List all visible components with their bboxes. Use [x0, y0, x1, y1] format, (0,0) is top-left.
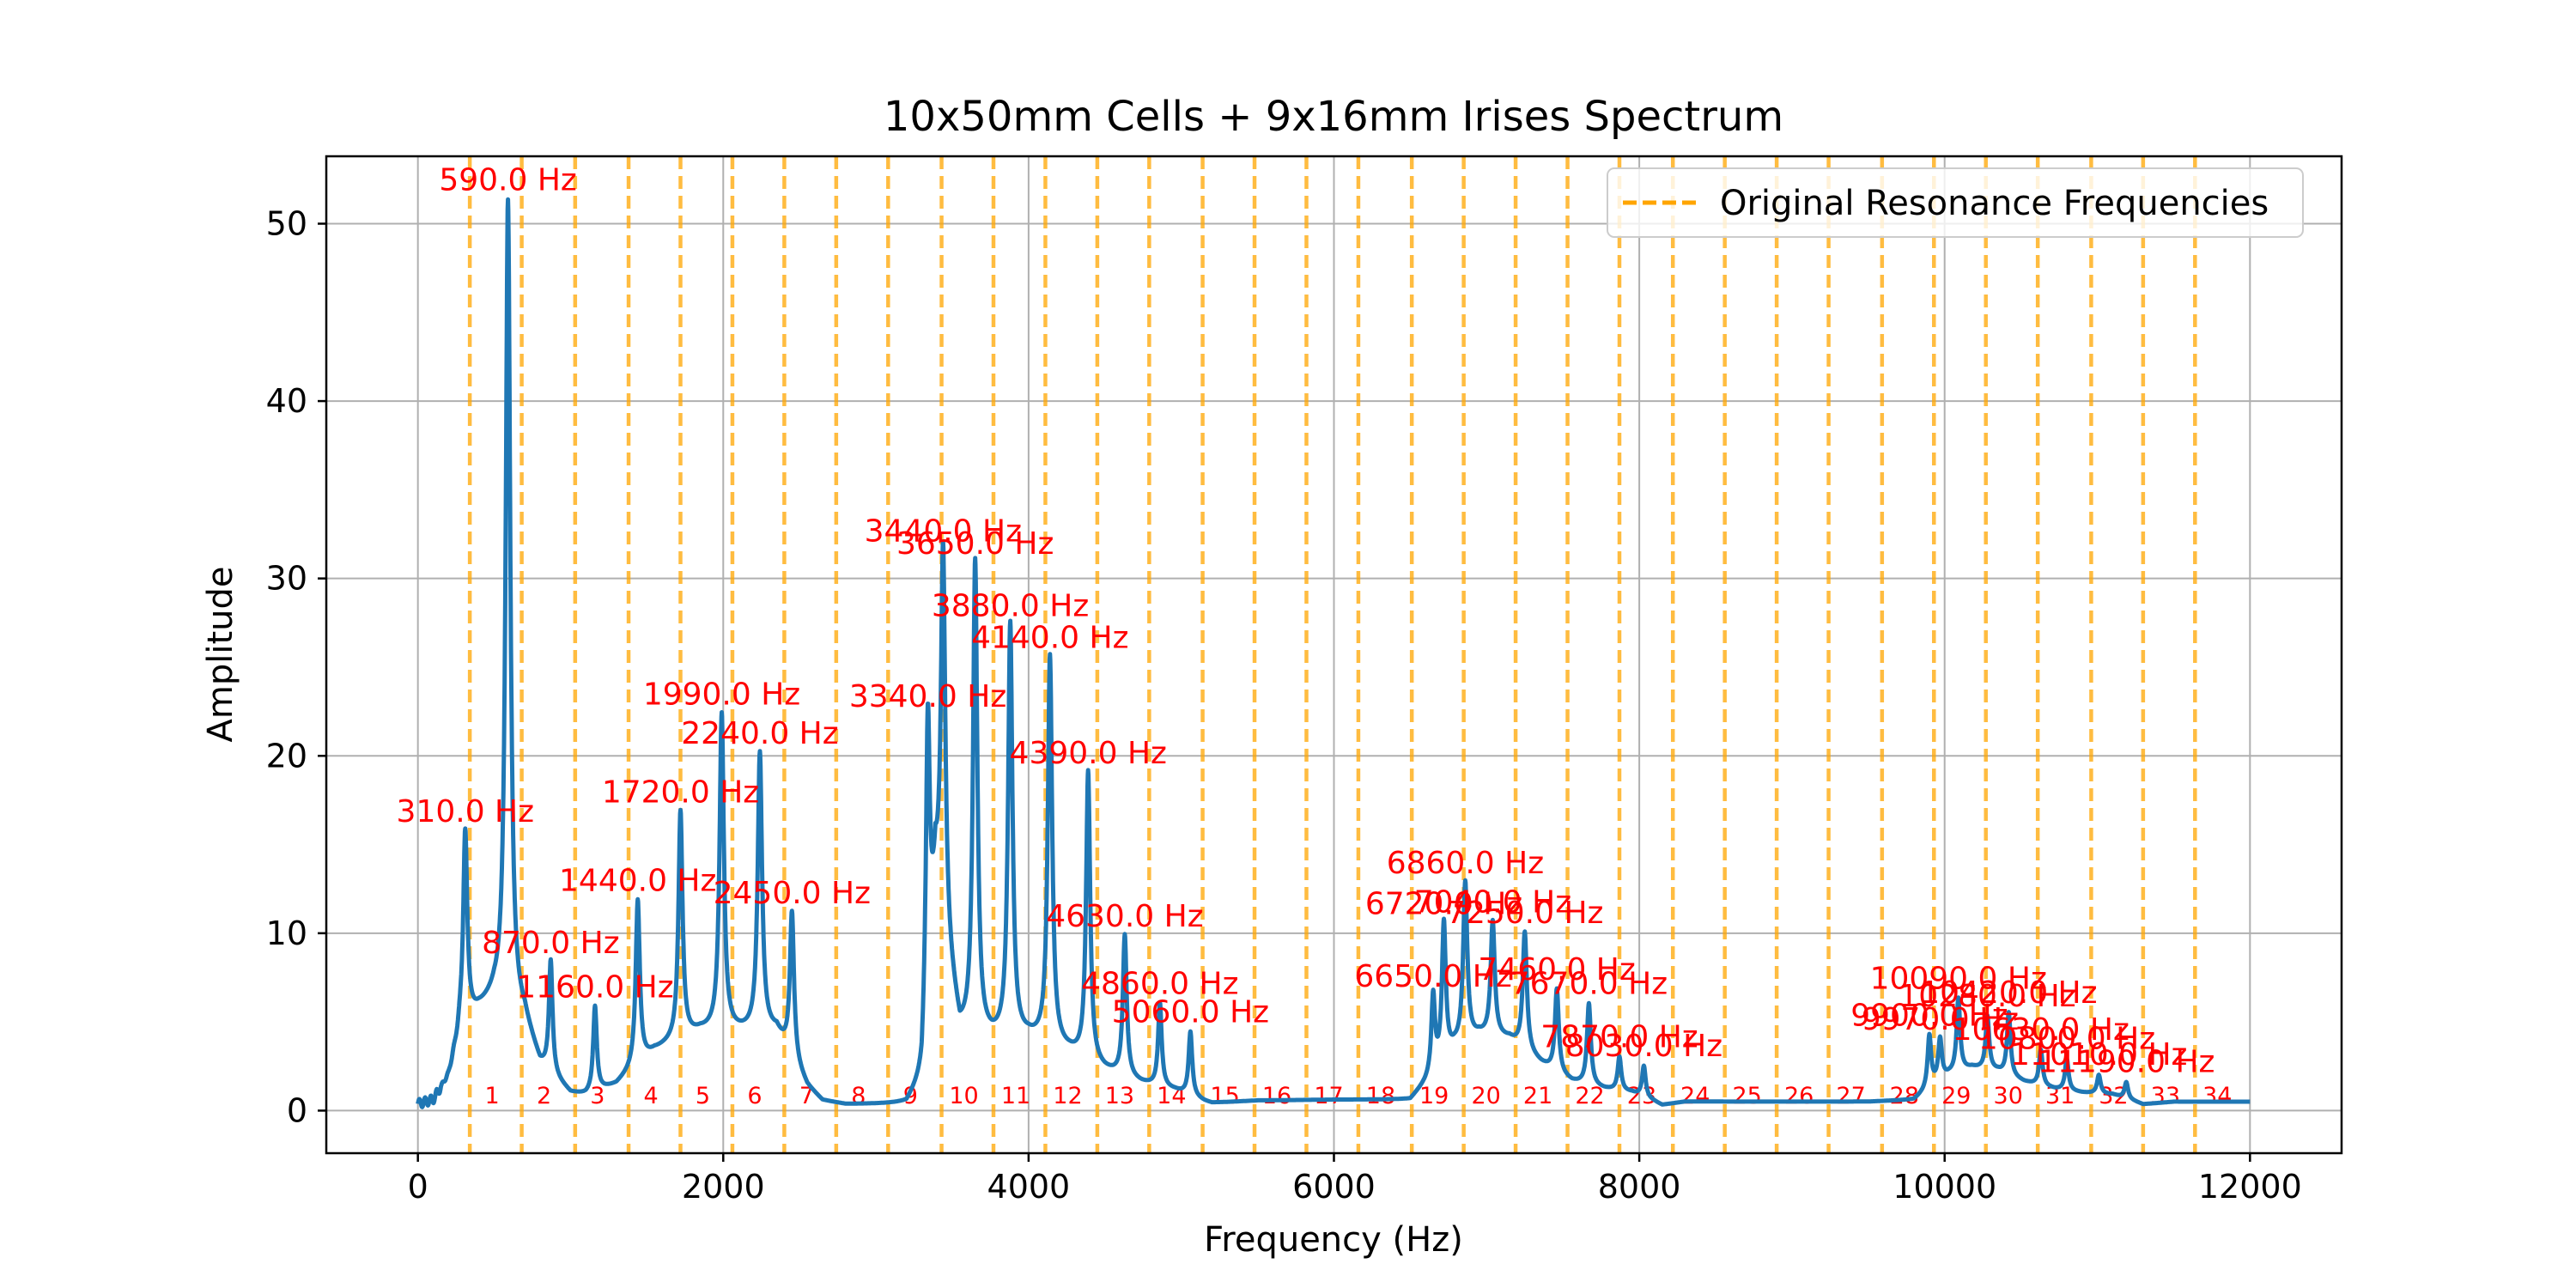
resonance-number: 27	[1836, 1083, 1865, 1109]
resonance-number: 17	[1314, 1083, 1343, 1109]
legend-label: Original Resonance Frequencies	[1720, 184, 2269, 223]
resonance-number: 2	[537, 1083, 551, 1109]
peak-frequency-label: 11190.0 Hz	[2038, 1044, 2215, 1079]
peak-frequency-label: 4140.0 Hz	[971, 621, 1128, 656]
legend-frame	[1607, 167, 2304, 238]
peak-frequency-label: 10280.0 Hz	[1899, 979, 2075, 1014]
peak-frequency-label: 7250.0 Hz	[1446, 896, 1603, 931]
axes: 0 2000 4000 6000 8000 10000 12000 0 10 20 30 40 50	[266, 155, 2343, 1206]
peak-frequency-label: 7460.0 Hz	[1478, 952, 1635, 987]
x-tick-label: 10000	[1893, 1168, 1996, 1206]
plot-area: 1 2 3 4 5 6 7 8 9 10 11 12 13 14 15 16 17 18 19 20 21 22 23 24 2…	[416, 156, 2252, 1153]
peak-frequency-label: 7040.0 Hz	[1414, 884, 1571, 920]
peak-frequency-label: 1990.0 Hz	[643, 677, 800, 713]
x-tick-label: 12000	[2198, 1168, 2302, 1206]
resonance-number: 12	[1053, 1083, 1082, 1109]
peak-frequency-label: 7670.0 Hz	[1510, 966, 1668, 1001]
x-tick-label: 4000	[987, 1168, 1071, 1206]
x-tick-label: 0	[408, 1168, 428, 1206]
resonance-number: 22	[1575, 1083, 1604, 1109]
peak-frequency-label: 6720.0 Hz	[1365, 887, 1522, 922]
resonance-number: 29	[1941, 1083, 1971, 1109]
resonance-number: 18	[1366, 1083, 1395, 1109]
peak-frequency-label: 1720.0 Hz	[602, 775, 759, 810]
resonance-number: 26	[1784, 1083, 1814, 1109]
peak-frequency-label: 6860.0 Hz	[1387, 846, 1544, 881]
peak-frequency-label: 10630.0 Hz	[1953, 1012, 2129, 1048]
y-tick-label: 50	[266, 205, 307, 243]
resonance-number: 4	[643, 1083, 658, 1109]
resonance-number: 21	[1523, 1083, 1552, 1109]
peak-frequency-label: 3880.0 Hz	[932, 588, 1089, 623]
peak-frequency-label: 11010.0 Hz	[2010, 1037, 2187, 1072]
peak-frequency-label: 1440.0 Hz	[559, 864, 716, 899]
peak-frequency-label: 4630.0 Hz	[1046, 899, 1203, 934]
peak-frequency-label: 6650.0 Hz	[1354, 959, 1511, 994]
resonance-number: 5	[696, 1083, 710, 1109]
x-tick-label: 8000	[1598, 1168, 1681, 1206]
peak-frequency-label: 1160.0 Hz	[516, 970, 673, 1005]
peak-frequency-label: 10420.0 Hz	[1920, 975, 2097, 1011]
resonance-number: 3	[590, 1083, 605, 1109]
x-axis-label: Frequency (Hz)	[1204, 1220, 1463, 1260]
resonance-number: 11	[1001, 1083, 1030, 1109]
peak-frequency-label: 310.0 Hz	[397, 794, 534, 829]
spectrum-line	[416, 197, 2252, 1109]
peak-frequency-label: 2240.0 Hz	[681, 716, 838, 751]
peak-frequency-label: 9900.0 Hz	[1850, 999, 2008, 1034]
y-tick-label: 40	[266, 382, 307, 420]
resonance-number: 19	[1419, 1083, 1449, 1109]
y-tick-label: 20	[266, 737, 307, 775]
resonance-number: 6	[747, 1083, 762, 1109]
peak-frequency-label: 3650.0 Hz	[896, 526, 1054, 562]
resonance-number: 30	[1994, 1083, 2023, 1109]
peak-frequency-label: 8030.0 Hz	[1565, 1029, 1722, 1064]
peak-frequency-label: 10090.0 Hz	[1870, 961, 2047, 996]
peak-frequency-label: 870.0 Hz	[482, 926, 619, 961]
resonance-number: 10	[949, 1083, 978, 1109]
peak-frequency-label: 3340.0 Hz	[849, 679, 1006, 714]
resonance-number: 13	[1105, 1083, 1134, 1109]
resonance-number: 24	[1680, 1083, 1710, 1109]
resonance-number: 15	[1210, 1083, 1239, 1109]
peak-frequency-label: 10800.0 Hz	[1978, 1022, 2155, 1057]
grid-lines	[326, 156, 2342, 1153]
legend: Original Resonance Frequencies	[1607, 167, 2304, 238]
x-tick-label: 2000	[682, 1168, 765, 1206]
peak-frequency-label: 3440.0 Hz	[865, 514, 1022, 550]
peak-frequency-label: 2450.0 Hz	[714, 876, 871, 911]
y-tick-label: 0	[287, 1091, 307, 1129]
resonance-number: 1	[485, 1083, 500, 1109]
x-tick-label: 6000	[1292, 1168, 1376, 1206]
y-axis-label: Amplitude	[201, 567, 240, 743]
peak-frequency-label: 4390.0 Hz	[1010, 736, 1167, 771]
peak-frequency-label: 5060.0 Hz	[1112, 995, 1269, 1030]
resonance-number: 25	[1732, 1083, 1761, 1109]
resonance-number: 16	[1262, 1083, 1291, 1109]
chart-title: 10x50mm Cells + 9x16mm Irises Spectrum	[884, 93, 1783, 141]
resonance-number: 9	[903, 1083, 918, 1109]
peak-frequency-label: 590.0 Hz	[439, 163, 576, 198]
peak-frequency-label: 7870.0 Hz	[1540, 1019, 1698, 1054]
resonance-number: 20	[1471, 1083, 1500, 1109]
y-tick-label: 10	[266, 914, 307, 952]
peak-frequency-label: 9970.0 Hz	[1862, 1002, 2019, 1037]
resonance-number: 34	[2202, 1083, 2232, 1109]
y-tick-label: 30	[266, 560, 307, 598]
peak-frequency-label: 4860.0 Hz	[1081, 966, 1238, 1001]
